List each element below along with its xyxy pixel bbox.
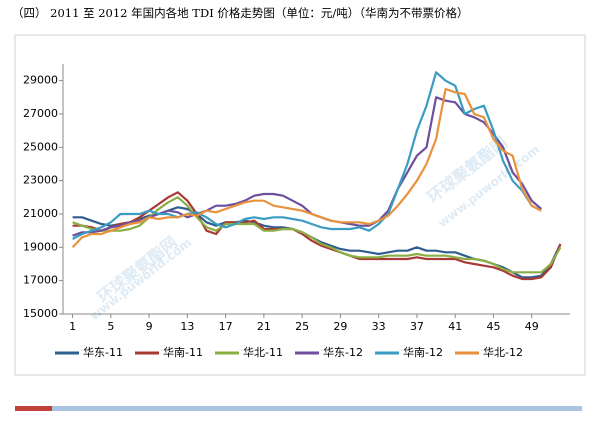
legend-label: 华东-12 — [323, 345, 363, 359]
legend-label: 华南-11 — [163, 345, 203, 359]
y-tick-label: 21000 — [23, 207, 58, 220]
line-series — [72, 191, 562, 281]
legend-label: 华南-12 — [403, 345, 443, 359]
line-series — [72, 71, 542, 240]
chart-title: （四） 2011 至 2012 年国内各地 TDI 价格走势图（单位：元/吨）（… — [12, 6, 469, 20]
x-tick-label: 49 — [525, 320, 539, 333]
y-tick-label: 17000 — [23, 274, 58, 287]
line-series — [71, 87, 542, 249]
legend-label: 华北-12 — [483, 345, 523, 359]
y-tick-label: 25000 — [23, 140, 58, 153]
x-tick-label: 41 — [448, 320, 462, 333]
y-tick-label: 23000 — [23, 174, 58, 187]
x-tick-label: 37 — [410, 320, 424, 333]
x-tick-label: 25 — [295, 320, 309, 333]
x-tick-label: 13 — [180, 320, 194, 333]
chart-border — [14, 34, 586, 376]
x-tick-label: 17 — [219, 320, 233, 333]
x-tick-label: 21 — [257, 320, 271, 333]
y-tick-label: 19000 — [23, 240, 58, 253]
legend-label: 华北-11 — [243, 345, 283, 359]
x-tick-label: 33 — [372, 320, 386, 333]
x-tick-label: 5 — [107, 320, 114, 333]
footer-bar-blue — [52, 406, 582, 411]
watermark: www.puworld.com — [87, 235, 194, 323]
x-tick-label: 29 — [333, 320, 347, 333]
footer-bar-red — [15, 406, 52, 411]
x-tick-label: 45 — [486, 320, 500, 333]
legend-label: 华东-11 — [83, 345, 123, 359]
y-tick-label: 29000 — [23, 74, 58, 87]
watermark: 环球聚氨酯网 — [94, 233, 181, 307]
y-tick-label: 15000 — [23, 307, 58, 320]
x-tick-label: 1 — [69, 320, 76, 333]
x-tick-label: 9 — [146, 320, 153, 333]
y-tick-label: 27000 — [23, 107, 58, 120]
